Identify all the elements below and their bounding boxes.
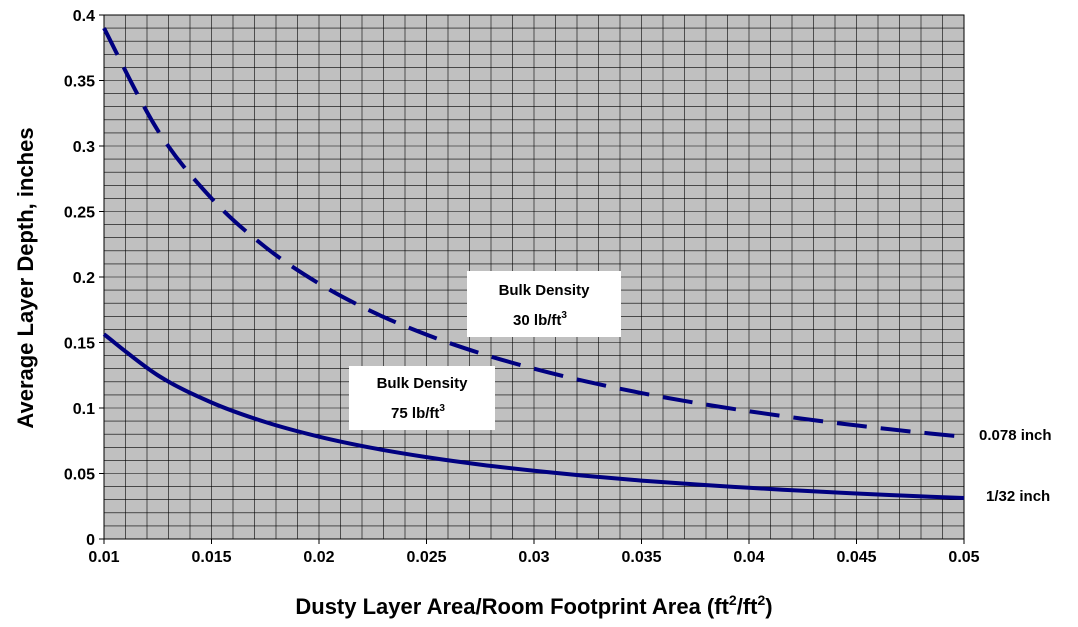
- y-tick-label: 0.2: [73, 270, 95, 287]
- annotation-density-30-box: [467, 271, 621, 337]
- svg-text:75 lb/ft3: 75 lb/ft3: [391, 403, 445, 422]
- x-axis-title-part3: ): [765, 594, 772, 619]
- annotation-density-30-line1: Bulk Density: [499, 282, 591, 299]
- x-axis-title-part2: /ft: [737, 594, 758, 619]
- svg-text:30 lb/ft3: 30 lb/ft3: [513, 310, 567, 329]
- series-group: [102, 27, 965, 500]
- x-tick-label: 0.045: [836, 549, 876, 566]
- y-axis-title: Average Layer Depth, inches: [13, 127, 38, 428]
- x-tick-label: 0.02: [303, 549, 334, 566]
- grid: [104, 15, 964, 539]
- svg-text:Dusty Layer Area/Room Footprin: Dusty Layer Area/Room Footprint Area (ft…: [295, 592, 772, 619]
- annotation-density-30-sup: 3: [561, 310, 567, 321]
- x-tick-label: 0.025: [406, 549, 446, 566]
- annotation-density-75-line1: Bulk Density: [377, 375, 469, 392]
- y-tick-label: 0.4: [73, 8, 95, 25]
- end-label-solid: 1/32 inch: [986, 488, 1050, 505]
- y-tick-label: 0.25: [64, 205, 95, 222]
- annotation-density-75: Bulk Density 75 lb/ft3: [349, 366, 495, 430]
- annotation-density-30: Bulk Density 30 lb/ft3: [467, 271, 621, 337]
- y-tick-label: 0.1: [73, 401, 95, 418]
- x-tick-label: 0.035: [621, 549, 661, 566]
- x-tick-label: 0.03: [518, 549, 549, 566]
- x-tick-label: 0.05: [948, 549, 979, 566]
- x-tick-label: 0.015: [191, 549, 231, 566]
- annotation-density-30-line2: 30 lb/ft: [513, 312, 561, 329]
- x-tick-label: 0.04: [733, 549, 764, 566]
- y-axis-ticks: 0 0.05 0.1 0.15 0.2 0.25 0.3 0.35 0.4: [64, 8, 104, 549]
- series-line-dashed: [102, 27, 965, 439]
- y-tick-label: 0.35: [64, 74, 95, 91]
- series-line-solid: [102, 332, 965, 500]
- x-axis-title-sup2: 2: [757, 592, 765, 608]
- x-axis-title-part1: Dusty Layer Area/Room Footprint Area (ft: [295, 594, 729, 619]
- y-tick-label: 0: [86, 532, 95, 549]
- x-axis-title-sup1: 2: [729, 592, 737, 608]
- x-axis-ticks: 0.01 0.015 0.02 0.025 0.03 0.035 0.04 0.045 0.05: [88, 539, 980, 566]
- x-tick-label: 0.01: [88, 549, 119, 566]
- y-tick-label: 0.3: [73, 139, 95, 156]
- y-tick-label: 0.15: [64, 336, 95, 353]
- y-tick-label: 0.05: [64, 467, 95, 484]
- annotation-density-75-box: [349, 366, 495, 430]
- end-label-dashed: 0.078 inch: [979, 427, 1052, 444]
- annotation-density-75-sup: 3: [439, 403, 445, 414]
- annotation-density-75-line2: 75 lb/ft: [391, 405, 439, 422]
